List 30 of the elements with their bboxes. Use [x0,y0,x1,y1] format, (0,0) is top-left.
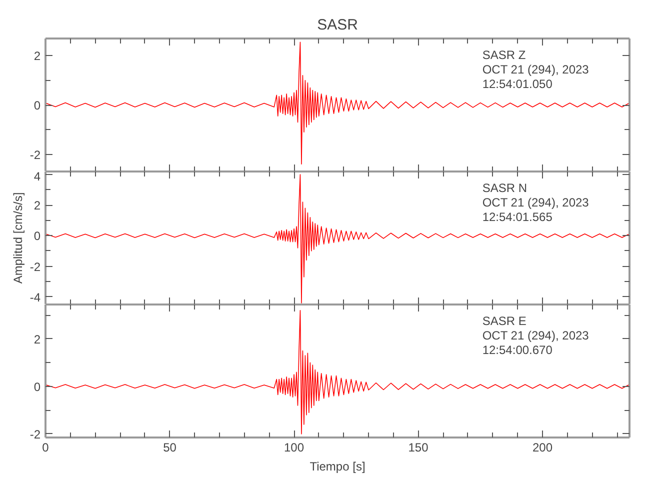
annotation: OCT 21 (294), 2023 [482,328,590,342]
annotation: SASR N [482,180,528,195]
x-axis-title: Tiempo [s] [310,460,366,474]
annotation: 12:54:00.670 [482,343,553,358]
annotation: 12:54:01.565 [482,210,553,224]
x-tick-label: 50 [163,440,177,454]
x-tick-label: 150 [408,440,429,454]
line-series [46,310,630,434]
y-tick-label: 0 [34,98,41,112]
x-tick-label: 0 [42,440,50,454]
chart-title: SASR [317,16,358,34]
y-tick-label: -4 [30,290,41,304]
annotation: OCT 21 (294), 2023 [482,62,590,76]
y-tick-label: -2 [30,260,41,274]
y-tick-label: 4 [34,170,41,184]
annotation: SASR Z [482,48,526,62]
y-tick-label: 2 [34,198,41,213]
y-tick-label: -2 [30,427,41,442]
line-series [46,42,630,165]
annotation: 12:54:01.050 [482,77,553,92]
annotation: OCT 21 (294), 2023 [482,195,590,210]
x-tick-label: 200 [532,440,553,454]
y-tick-label: -2 [30,148,41,162]
annotation: SASR E [482,314,526,328]
y-tick-label: 2 [34,332,41,346]
y-tick-label: 0 [34,229,41,244]
y-axis-title: Amplitud [cm/s/s] [10,192,25,284]
x-tick-label: 100 [284,440,304,454]
y-tick-label: 0 [34,380,41,394]
y-tick-label: 2 [34,49,41,64]
